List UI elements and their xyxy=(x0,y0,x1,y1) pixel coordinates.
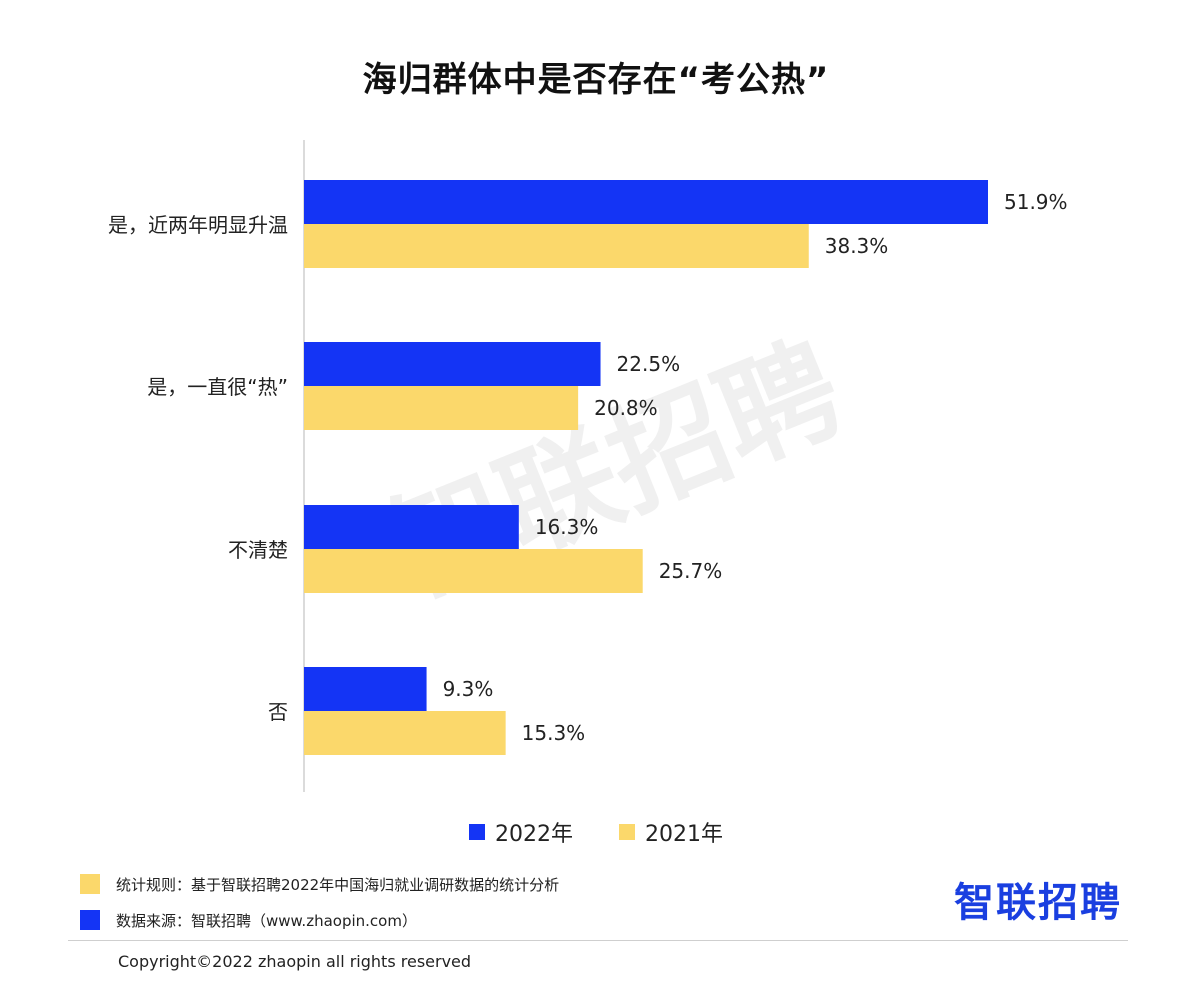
divider xyxy=(68,940,1128,941)
bar-2022 xyxy=(304,667,427,711)
legend-label-2021: 2021年 xyxy=(645,822,723,847)
data-label: 25.7% xyxy=(659,559,723,583)
category-label: 是，近两年明显升温 xyxy=(108,213,288,237)
legend: 2022年 2021年 xyxy=(0,816,1192,848)
legend-label-2022: 2022年 xyxy=(495,822,573,847)
data-label: 20.8% xyxy=(594,396,658,420)
copyright: Copyright©2022 zhaopin all rights reserv… xyxy=(118,952,472,971)
note-stat-rule-text: 统计规则：基于智联招聘2022年中国海归就业调研数据的统计分析 xyxy=(116,875,560,894)
legend-swatch-2022 xyxy=(469,824,485,840)
legend-swatch-2021 xyxy=(619,824,635,840)
bar-chart: 是，近两年明显升温 51.9% 38.3% 是，一直很“热” 22.5% 20.8% 不清楚… xyxy=(108,140,1068,792)
data-label: 51.9% xyxy=(1004,190,1068,214)
note-swatch-blue xyxy=(80,910,100,930)
footnotes: 统计规则：基于智联招聘2022年中国海归就业调研数据的统计分析 数据来源：智联招… xyxy=(80,866,559,938)
note-data-source: 数据来源：智联招聘（www.zhaopin.com） xyxy=(80,902,559,938)
bar-2021 xyxy=(304,549,643,593)
bar-2021 xyxy=(304,224,809,268)
category-label: 否 xyxy=(268,700,288,724)
data-label: 15.3% xyxy=(522,721,586,745)
data-label: 38.3% xyxy=(825,234,889,258)
bar-2022 xyxy=(304,505,519,549)
bar-2021 xyxy=(304,386,579,430)
bar-2022 xyxy=(304,180,988,224)
data-label: 22.5% xyxy=(617,352,681,376)
bar-2022 xyxy=(304,342,601,386)
data-label: 9.3% xyxy=(443,677,494,701)
note-stat-rule: 统计规则：基于智联招聘2022年中国海归就业调研数据的统计分析 xyxy=(80,866,559,902)
category-label: 不清楚 xyxy=(228,538,288,562)
chart-title: 海归群体中是否存在“考公热” xyxy=(362,60,830,100)
legend-item-2022: 2022年 xyxy=(469,816,573,848)
note-swatch-yellow xyxy=(80,874,100,894)
bar-2021 xyxy=(304,711,506,755)
category-label: 是，一直很“热” xyxy=(147,375,288,399)
note-data-source-text: 数据来源：智联招聘（www.zhaopin.com） xyxy=(116,911,417,930)
legend-item-2021: 2021年 xyxy=(619,816,723,848)
brand-logo: 智联招聘 xyxy=(954,880,1122,926)
data-label: 16.3% xyxy=(535,515,599,539)
